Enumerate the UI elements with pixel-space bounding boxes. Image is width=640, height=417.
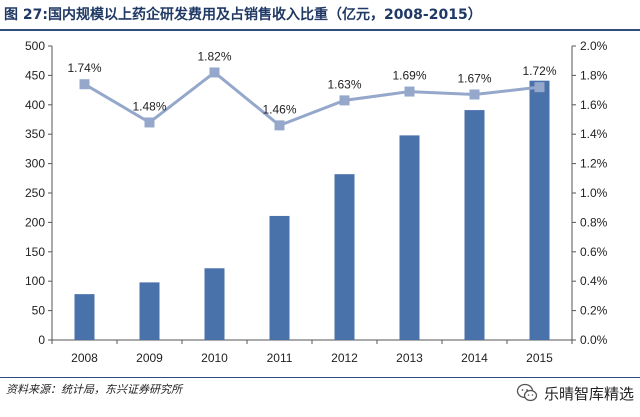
ratio-label-2011: 1.46% <box>262 102 296 116</box>
left-tick-label: 500 <box>25 39 45 53</box>
left-tick-label: 300 <box>25 157 45 171</box>
left-tick-label: 150 <box>25 245 45 259</box>
bar-2011 <box>269 215 290 340</box>
right-tick-label: 1.2% <box>580 157 608 171</box>
bar-2014 <box>464 110 485 340</box>
right-tick-label: 0.4% <box>580 274 608 288</box>
ratio-label-2014: 1.67% <box>457 72 491 86</box>
right-tick-label: 0.6% <box>580 245 608 259</box>
x-axis: 2008 2009 2010 2011 2012 2013 2014 2015 <box>51 339 573 365</box>
ratio-label-2013: 1.69% <box>392 69 426 83</box>
left-tick-label: 450 <box>25 68 45 82</box>
right-tick-label: 0.2% <box>580 304 608 318</box>
x-tick-label: 2014 <box>461 351 488 365</box>
ratio-marker-2011 <box>274 120 285 131</box>
watermark-text: 乐晴智库精选 <box>543 384 634 403</box>
left-axis: 0 50 100 150 200 250 300 350 400 450 500 <box>25 39 53 347</box>
x-tick-label: 2013 <box>396 351 423 365</box>
x-tick-label: 2011 <box>267 351 293 365</box>
left-tick-label: 350 <box>25 127 45 141</box>
source-note: 资料来源：统计局，东兴证券研究所 <box>6 383 182 396</box>
ratio-marker-2015 <box>534 82 545 93</box>
right-tick-label: 1.4% <box>580 127 608 141</box>
left-tick-label: 100 <box>25 274 45 288</box>
left-tick-label: 50 <box>32 304 46 318</box>
right-axis: 0.0% 0.2% 0.4% 0.6% 0.8% 1.0% 1.2% 1.4% 1.6% 1.8%… <box>571 39 608 347</box>
bar-2010 <box>204 268 225 340</box>
ratio-marker-2010 <box>209 67 220 78</box>
ratio-label-2009: 1.48% <box>132 99 166 113</box>
left-tick-label: 250 <box>25 186 45 200</box>
bar-2013 <box>399 135 420 340</box>
ratio-marker-2012 <box>339 95 350 106</box>
bar-2009 <box>139 282 160 340</box>
x-tick-label: 2009 <box>136 351 163 365</box>
x-tick-label: 2010 <box>201 351 228 365</box>
right-tick-label: 2.0% <box>580 39 608 53</box>
right-tick-label: 1.0% <box>580 186 608 200</box>
wechat-icon <box>516 383 538 402</box>
bar-2008 <box>74 294 95 340</box>
title-rule <box>0 29 640 31</box>
footer-rule <box>0 377 640 378</box>
x-tick-label: 2008 <box>71 351 98 365</box>
ratio-marker-2013 <box>404 86 415 97</box>
left-tick-label: 0 <box>38 333 45 347</box>
bar-2012 <box>334 174 355 340</box>
right-tick-label: 1.8% <box>580 68 608 82</box>
ratio-label-2008: 1.74% <box>67 61 101 75</box>
ratio-label-2012: 1.63% <box>327 77 361 91</box>
left-tick-label: 400 <box>25 98 45 112</box>
ratio-marker-2009 <box>144 117 155 128</box>
x-tick-label: 2015 <box>526 351 553 365</box>
ratio-line <box>83 70 540 128</box>
right-tick-label: 0.0% <box>580 333 608 347</box>
chart-title: 图 27:国内规模以上药企研发费用及占销售收入比重（亿元，2008-2015） <box>4 7 482 23</box>
ratio-marker-2014 <box>469 89 480 100</box>
bar-series <box>74 80 550 340</box>
ratio-marker-2008 <box>79 79 90 90</box>
ratio-label-2015: 1.72% <box>522 64 556 78</box>
data-labels: 1.74% 1.48% 1.82% 1.46% 1.63% 1.69% 1.67% 1.72% <box>67 49 556 116</box>
ratio-line-series <box>79 67 545 131</box>
x-tick-label: 2012 <box>331 351 358 365</box>
bar-2015 <box>529 80 550 340</box>
right-tick-label: 1.6% <box>580 98 608 112</box>
ratio-label-2010: 1.82% <box>197 49 231 63</box>
watermark: 乐晴智库精选 <box>516 378 634 408</box>
right-tick-label: 0.8% <box>580 215 608 229</box>
left-tick-label: 200 <box>25 215 45 229</box>
